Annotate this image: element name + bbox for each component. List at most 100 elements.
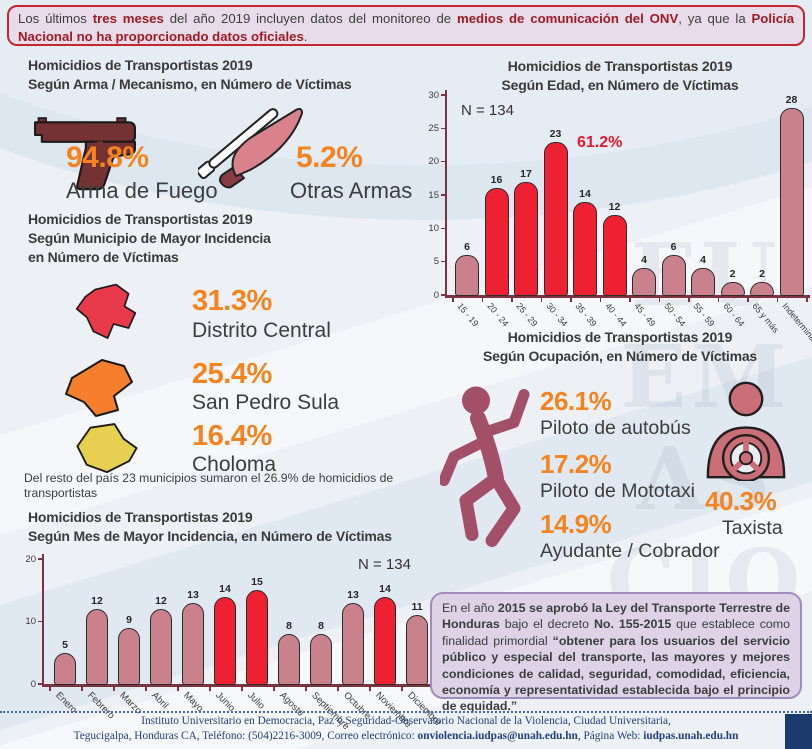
pct-piloto-autobus: 26.1% bbox=[540, 386, 612, 416]
category-label: 20 - 24 bbox=[484, 301, 511, 329]
label-distrito-central: Distrito Central bbox=[192, 319, 331, 342]
x-tick bbox=[401, 686, 403, 691]
bar bbox=[246, 590, 268, 685]
rich-text-bold-segment: Policía Nacional no ha proporcionado dat… bbox=[18, 11, 795, 44]
bar bbox=[661, 255, 686, 296]
x-tick bbox=[629, 297, 631, 302]
pct-distrito-central: 31.3% bbox=[192, 285, 272, 317]
section-title-municipio: Homicidios de Transportistas 2019 Según … bbox=[28, 210, 271, 267]
pistol-icon bbox=[34, 117, 136, 191]
section-title-line: en Número de Víctimas bbox=[28, 249, 179, 265]
bar bbox=[573, 201, 597, 296]
section-title-line: Según Ocupación, en Número de Víctimas bbox=[482, 348, 758, 364]
bar-value-label: 23 bbox=[549, 127, 562, 140]
category-label: 30 - 34 bbox=[543, 301, 570, 329]
x-tick bbox=[511, 297, 513, 302]
label-piloto-mototaxi: Piloto de Mototaxi bbox=[540, 480, 696, 502]
rich-text-segment: Tegucigalpa, Honduras CA, Teléfono: (504… bbox=[73, 730, 418, 742]
rich-text-bold-segment: medios de comunicación del ONV bbox=[456, 11, 679, 26]
pct-taxista: 40.3% bbox=[705, 486, 777, 516]
x-axis bbox=[444, 295, 810, 298]
rich-text-segment: del año 2019 incluyen datos del monitore… bbox=[163, 11, 457, 26]
x-tick bbox=[145, 686, 147, 691]
x-tick bbox=[81, 686, 83, 691]
pct-arma-fuego: 94.8% bbox=[66, 141, 149, 174]
section-title-edad: Homicidios de Transportistas 2019 Según … bbox=[442, 57, 798, 95]
bar-value-label: 14 bbox=[219, 582, 231, 595]
x-tick bbox=[599, 297, 602, 302]
rich-text-segment: que establece como finalidad primordial bbox=[442, 617, 791, 648]
bar bbox=[632, 268, 656, 296]
x-tick bbox=[540, 297, 543, 302]
bar bbox=[182, 602, 204, 685]
y-tick bbox=[441, 294, 446, 296]
bar bbox=[406, 615, 428, 685]
bar bbox=[543, 141, 568, 296]
bar-value-label: 16 bbox=[490, 174, 503, 187]
bar-value-label: 2 bbox=[759, 267, 765, 280]
section-title-line: Según Municipio de Mayor Incidencia bbox=[28, 230, 271, 246]
x-tick bbox=[688, 297, 690, 302]
pct-ayudante-cobrador: 14.9% bbox=[540, 509, 612, 539]
rich-text-bold-segment: tres meses bbox=[92, 11, 164, 26]
bar-value-label: 28 bbox=[785, 94, 798, 107]
y-tick-label: 10 bbox=[25, 616, 36, 627]
bar-value-label: 8 bbox=[286, 620, 292, 632]
y-tick-label: 30 bbox=[428, 89, 439, 101]
x-tick bbox=[658, 297, 661, 302]
label-san-pedro-sula: San Pedro Sula bbox=[192, 391, 340, 414]
bar-value-label: 4 bbox=[641, 254, 647, 267]
rich-text-segment: . bbox=[303, 28, 308, 44]
category-label: 45 - 49 bbox=[632, 301, 658, 329]
x-tick bbox=[305, 686, 307, 691]
y-tick-label: 20 bbox=[428, 156, 439, 168]
rich-text-bold-segment: No. 155-2015 bbox=[593, 617, 672, 632]
bar bbox=[374, 596, 396, 685]
rich-text-segment: bajo el decreto bbox=[499, 617, 594, 632]
category-label: 40 - 44 bbox=[602, 301, 629, 329]
running-person-icon bbox=[440, 386, 530, 547]
bar-value-label: 17 bbox=[520, 167, 532, 180]
bar-value-label: 2 bbox=[729, 267, 736, 280]
bar-value-label: 13 bbox=[187, 588, 199, 601]
notice-banner: Los últimos tres meses del año 2019 incl… bbox=[7, 5, 805, 46]
bar bbox=[278, 634, 300, 685]
bar bbox=[514, 181, 538, 296]
footer-corner-block bbox=[785, 714, 812, 749]
category-label: 50 - 54 bbox=[661, 301, 688, 329]
bar bbox=[484, 188, 509, 296]
y-tick-label: 5 bbox=[433, 256, 439, 268]
bar-value-label: 11 bbox=[411, 601, 423, 614]
y-tick-label: 0 bbox=[433, 289, 439, 301]
rich-text-segment: En el año bbox=[442, 601, 498, 615]
label-ayudante-cobrador: Ayudante / Cobrador bbox=[540, 540, 720, 562]
section-title-line: Homicidios de Transportistas 2019 bbox=[507, 329, 733, 345]
x-tick bbox=[369, 686, 371, 691]
x-axis bbox=[41, 684, 440, 687]
footer-divider bbox=[0, 711, 812, 713]
watermark-letters: EU EM AS CIO bbox=[606, 225, 806, 632]
bar-value-label: 14 bbox=[379, 582, 391, 595]
y-axis bbox=[41, 554, 44, 686]
bar bbox=[779, 108, 804, 296]
map-san-pedro-sula-icon bbox=[65, 359, 133, 417]
section-title-line: Homicidios de Transportistas 2019 bbox=[507, 58, 733, 74]
months-bar-chart: 0 10 20 5 Enero 12 Febrero 9 Marzo 12 Abril 13 Mayo 1… bbox=[25, 552, 444, 747]
section-title-ocupacion: Homicidios de Transportistas 2019 Según … bbox=[442, 328, 798, 366]
category-label: 15 - 19 bbox=[455, 301, 481, 329]
x-tick bbox=[717, 297, 720, 302]
map-distrito-central-icon bbox=[75, 283, 137, 339]
bar bbox=[118, 627, 140, 685]
bar bbox=[691, 268, 715, 296]
rich-text-bold-segment: “obtener para los usuarios del servicio … bbox=[442, 633, 790, 714]
category-label: 35 - 39 bbox=[573, 301, 599, 329]
footer-line-2: Tegucigalpa, Honduras CA, Teléfono: (504… bbox=[0, 730, 812, 742]
bar-value-label: 15 bbox=[251, 576, 263, 589]
y-tick bbox=[441, 94, 446, 96]
section-title-line: Homicidios de Transportistas 2019 bbox=[28, 509, 253, 525]
x-tick bbox=[337, 686, 339, 691]
bar bbox=[750, 281, 774, 296]
knives-icon bbox=[198, 107, 303, 189]
rich-text-segment: , ya que la bbox=[678, 11, 752, 26]
label-choloma: Choloma bbox=[192, 453, 277, 476]
